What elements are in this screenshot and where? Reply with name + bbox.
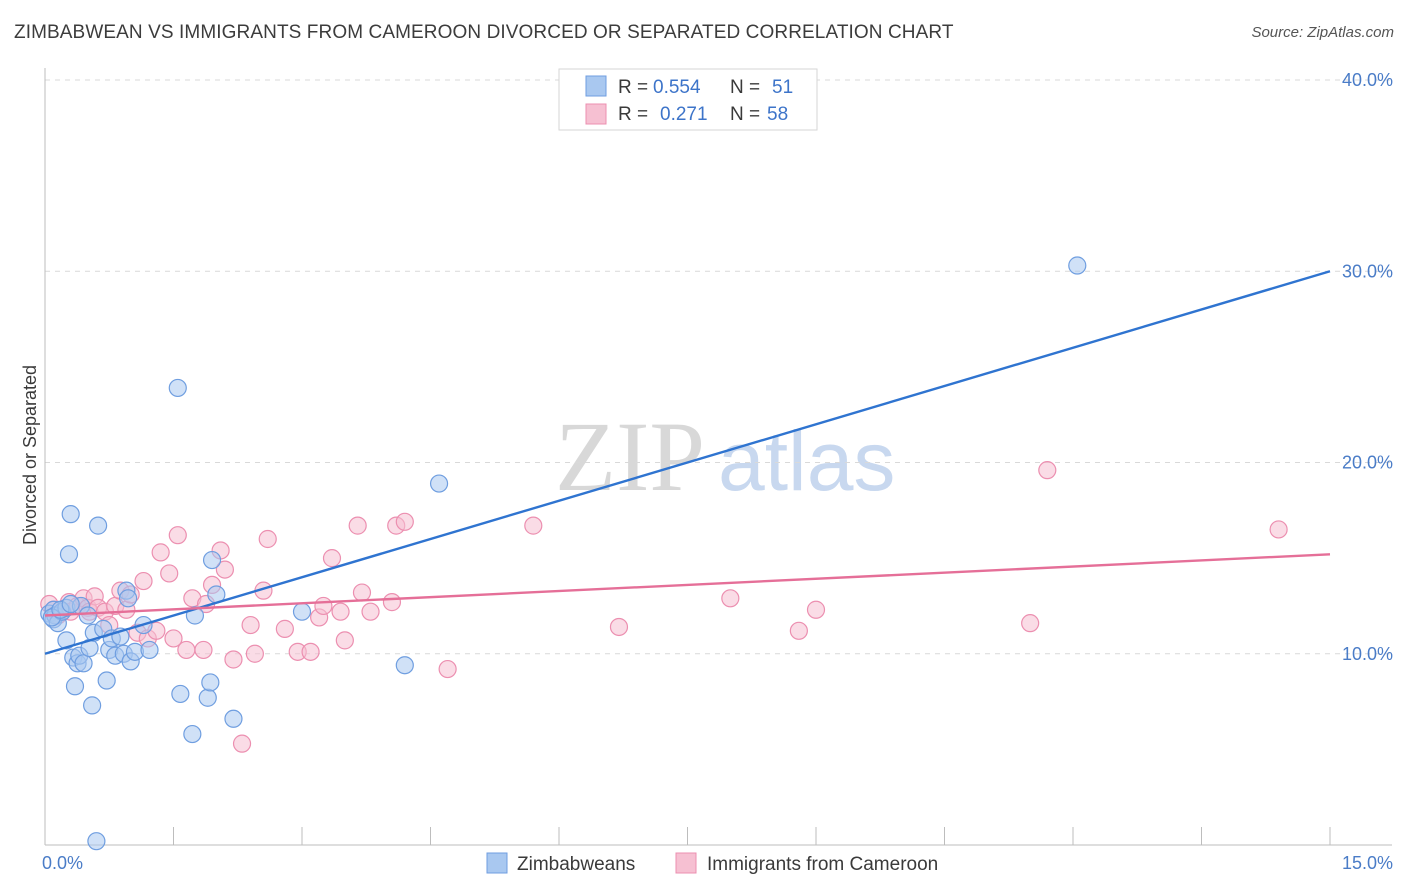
cameroon-point [524, 516, 543, 535]
cameroon-point [1038, 461, 1057, 480]
cameroon-point [224, 650, 243, 669]
cameroon-point [721, 589, 740, 608]
x-tick-label-max: 15.0% [1342, 853, 1393, 873]
cameroon-trend-line [44, 553, 1331, 617]
gridlines [45, 79, 1392, 655]
bottom-legend-swatch-cameroon [675, 852, 697, 874]
legend-n-label-2: N = [730, 104, 760, 125]
cameroon-point [232, 734, 252, 753]
y-axis-label: Divorced or Separated [20, 365, 40, 545]
zimbabwean-point [89, 516, 108, 535]
zimbabwean-point [292, 602, 312, 621]
zimbabwean-point [201, 673, 220, 692]
bottom-legend-zimbabweans: Zimbabweans [517, 854, 635, 875]
cameroon-point [301, 642, 320, 661]
cameroon-point [245, 644, 264, 663]
zimbabwean-point [168, 378, 187, 398]
legend-r-label-1: R = [618, 77, 648, 98]
zimbabwean-point [118, 589, 138, 608]
cameroon-point [331, 602, 350, 621]
y-tick-label-10: 10.0% [1342, 644, 1393, 664]
zimbabwean-point [59, 545, 79, 564]
legend-n-value-1: 51 [772, 77, 793, 98]
zimbabwean-point [183, 724, 202, 744]
zimbabwean-point [1068, 256, 1087, 275]
zimbabwean-point [87, 832, 106, 851]
cameroon-point [348, 516, 367, 535]
x-tick-label-min: 0.0% [42, 853, 83, 873]
zimbabwean-point [74, 654, 93, 673]
cameroon-point [438, 659, 457, 679]
cameroon-point [258, 529, 277, 549]
cameroon-point [609, 617, 629, 637]
zimbabwean-point [83, 696, 102, 715]
cameroon-point [241, 615, 260, 635]
tick-labels: 10.0% 20.0% 30.0% 40.0% 0.0% 15.0% [42, 70, 1393, 873]
bottom-legend-swatch-zimbabweans [486, 852, 508, 874]
cameroon-point [395, 512, 414, 531]
legend-r-label-2: R = [618, 104, 648, 125]
zimbabweans-trend-line [44, 270, 1331, 655]
cameroon-point [1269, 520, 1288, 539]
zimbabwean-point [65, 677, 85, 696]
zimbabwean-point [429, 474, 449, 493]
source-credit: Source: ZipAtlas.com [1251, 24, 1394, 41]
zimbabwean-point [140, 640, 159, 660]
cameroon-point [215, 560, 234, 579]
zimbabwean-point [224, 709, 243, 728]
zimbabwean-point [395, 656, 414, 675]
series-zimbabweans-points [40, 256, 1087, 851]
cameroon-point [1021, 614, 1040, 633]
zimbabwean-point [97, 671, 116, 690]
cameroon-point [352, 583, 372, 602]
cameroon-point [151, 543, 170, 562]
zimbabwean-point [171, 684, 190, 704]
cameroon-point [322, 549, 342, 568]
watermark-atlas: atlas [718, 414, 895, 508]
series-legend: Zimbabweans Immigrants from Cameroon [486, 852, 938, 875]
cameroon-point [335, 631, 354, 650]
y-tick-label-30: 30.0% [1342, 261, 1393, 281]
zimbabwean-point [202, 550, 222, 570]
zimbabwean-point [57, 631, 76, 650]
cameroon-point [194, 640, 213, 660]
y-tick-label-20: 20.0% [1342, 453, 1393, 473]
cameroon-point [275, 619, 294, 638]
zimbabwean-point [198, 688, 217, 707]
trend-lines [44, 270, 1331, 655]
legend-n-label-1: N = [730, 77, 760, 98]
cameroon-point [382, 593, 402, 612]
zimbabwean-point [78, 606, 97, 625]
cameroon-point [168, 526, 187, 545]
zimbabwean-point [61, 505, 80, 524]
legend-swatch-zimbabweans [585, 75, 607, 97]
zimbabwean-point [61, 594, 80, 614]
cameroon-point [361, 602, 380, 621]
legend-swatch-cameroon [585, 103, 607, 125]
cameroon-point [806, 600, 826, 619]
legend-r-value-2: 0.271 [660, 104, 708, 125]
cameroon-point [177, 640, 196, 660]
cameroon-point [789, 621, 808, 640]
bottom-legend-cameroon: Immigrants from Cameroon [707, 854, 938, 875]
chart-title: ZIMBABWEAN VS IMMIGRANTS FROM CAMEROON D… [14, 22, 954, 43]
stats-legend: R = 0.554 N = 51 R = 0.271 N = 58 [558, 68, 818, 131]
legend-r-value-1: 0.554 [653, 77, 701, 98]
cameroon-point [160, 564, 179, 583]
cameroon-point [314, 596, 333, 616]
cameroon-point [134, 571, 153, 591]
legend-n-value-2: 58 [767, 104, 788, 125]
cameroon-point [164, 629, 183, 648]
axes [44, 68, 1392, 846]
y-tick-label-40: 40.0% [1342, 70, 1393, 90]
